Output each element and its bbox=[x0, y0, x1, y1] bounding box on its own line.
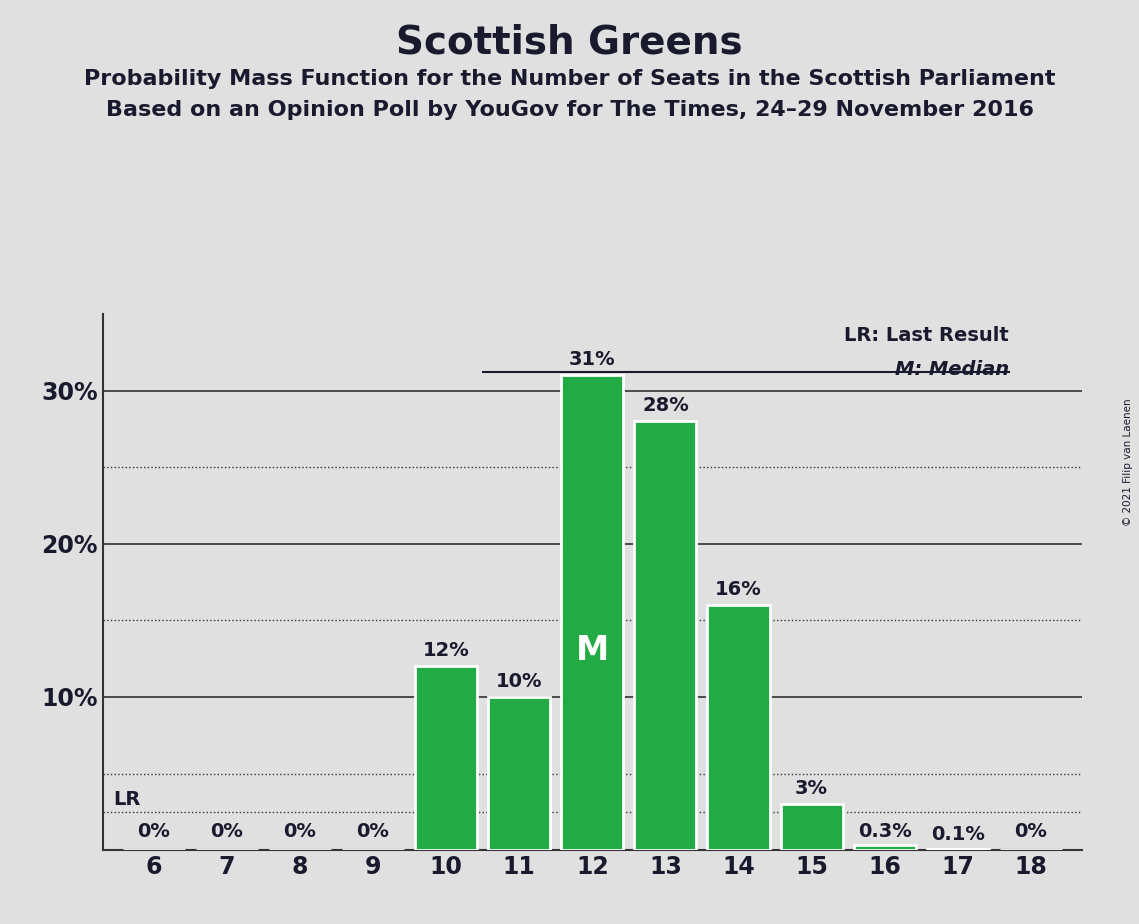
Bar bbox=[634, 421, 696, 850]
Text: 3%: 3% bbox=[795, 779, 828, 798]
Text: 16%: 16% bbox=[715, 580, 762, 599]
Text: LR: Last Result: LR: Last Result bbox=[844, 326, 1009, 346]
Bar bbox=[853, 845, 916, 850]
Text: Based on an Opinion Poll by YouGov for The Times, 24–29 November 2016: Based on an Opinion Poll by YouGov for T… bbox=[106, 100, 1033, 120]
Text: 0.1%: 0.1% bbox=[931, 825, 985, 844]
Text: Probability Mass Function for the Number of Seats in the Scottish Parliament: Probability Mass Function for the Number… bbox=[84, 69, 1055, 90]
Text: 0%: 0% bbox=[357, 821, 390, 841]
Bar bbox=[780, 804, 843, 850]
Text: 0.3%: 0.3% bbox=[858, 821, 911, 841]
Text: 0%: 0% bbox=[137, 821, 170, 841]
Text: Scottish Greens: Scottish Greens bbox=[396, 23, 743, 61]
Text: 0%: 0% bbox=[1015, 821, 1048, 841]
Bar bbox=[489, 697, 550, 850]
Text: © 2021 Filip van Laenen: © 2021 Filip van Laenen bbox=[1123, 398, 1133, 526]
Text: LR: LR bbox=[114, 790, 141, 808]
Text: M: M bbox=[575, 634, 609, 667]
Bar bbox=[707, 605, 770, 850]
Bar bbox=[927, 848, 989, 850]
Text: 31%: 31% bbox=[570, 350, 615, 370]
Text: 10%: 10% bbox=[495, 672, 542, 691]
Text: M: Median: M: Median bbox=[895, 360, 1009, 379]
Text: 12%: 12% bbox=[423, 641, 469, 661]
Text: 0%: 0% bbox=[284, 821, 317, 841]
Text: 28%: 28% bbox=[642, 396, 689, 415]
Bar bbox=[562, 375, 623, 850]
Bar bbox=[415, 666, 477, 850]
Text: 0%: 0% bbox=[211, 821, 244, 841]
